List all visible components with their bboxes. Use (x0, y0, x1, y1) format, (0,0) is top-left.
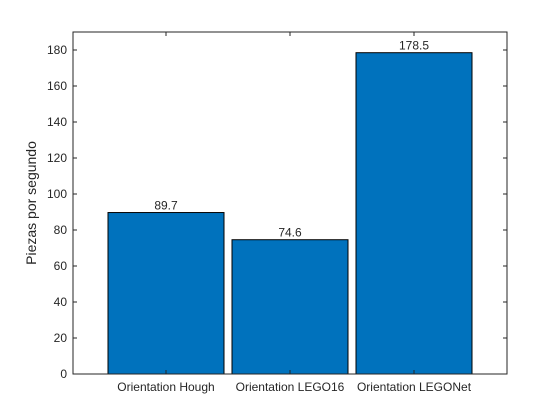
data-label: 74.6 (278, 226, 302, 240)
bar (107, 212, 225, 375)
x-tick-label: Orientation LEGONet (357, 380, 472, 394)
y-axis-label: Piezas por segundo (23, 141, 39, 265)
y-tick-label: 60 (54, 259, 68, 273)
y-tick-label: 160 (47, 79, 67, 93)
bar (231, 239, 349, 375)
y-tick-label: 140 (47, 115, 67, 129)
x-tick-label: Orientation Hough (117, 380, 214, 394)
y-tick-label: 0 (60, 367, 67, 381)
data-label: 89.7 (154, 199, 178, 213)
y-tick-label: 100 (47, 187, 67, 201)
data-label: 178.5 (399, 39, 429, 53)
x-tick-label: Orientation LEGO16 (236, 380, 345, 394)
bar (355, 52, 473, 375)
y-tick-label: 40 (54, 295, 68, 309)
y-tick-label: 120 (47, 151, 67, 165)
y-tick-label: 180 (47, 43, 67, 57)
x-axis-ticks: Orientation Hough Orientation LEGO16 Orien… (117, 32, 472, 394)
y-tick-label: 80 (54, 223, 68, 237)
bars-group (107, 52, 473, 375)
y-tick-label: 20 (54, 331, 68, 345)
data-labels-group: 89.7 74.6 178.5 (154, 39, 429, 240)
y-axis-ticks: 0 20 40 60 80 100 120 140 160 180 (47, 43, 507, 381)
